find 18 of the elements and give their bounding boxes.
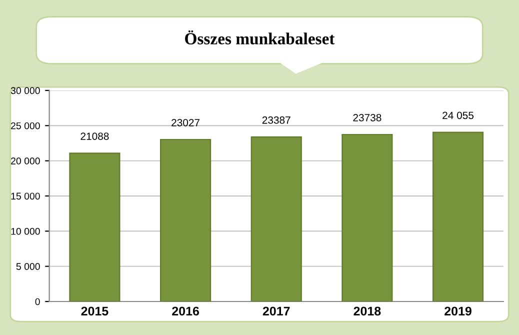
- x-tick-label: 2019: [444, 306, 472, 316]
- data-label: 24 055: [442, 112, 474, 120]
- y-tick-label: 0: [35, 298, 40, 306]
- x-tick-label: 2016: [172, 306, 199, 316]
- x-tick-label: 2018: [354, 306, 381, 316]
- y-tick-label: 20 000: [11, 158, 40, 164]
- data-label: 23387: [262, 116, 290, 124]
- data-label: 21088: [80, 132, 109, 140]
- y-tick-label: 30 000: [10, 87, 40, 94]
- x-tick-label: 2015: [81, 306, 108, 316]
- data-label: 23738: [353, 114, 382, 122]
- y-tick-label: 10 000: [11, 228, 40, 235]
- y-tick-label: 25 000: [11, 122, 40, 130]
- y-tick-label: 15 000: [11, 192, 40, 200]
- chart-title: Összes munkabaleset: [185, 30, 335, 44]
- y-tick-label: 5 000: [16, 263, 40, 270]
- x-tick-label: 2017: [262, 306, 290, 316]
- data-label: 23027: [172, 118, 200, 126]
